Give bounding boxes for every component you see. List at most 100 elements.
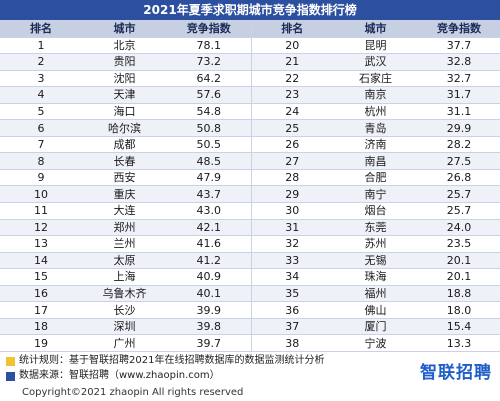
index-value-cell: 32.7 [418, 70, 500, 88]
rank-cell: 4 [0, 86, 82, 104]
index-value-cell: 23.5 [418, 235, 500, 253]
city-cell: 广州 [82, 334, 167, 352]
table-row: 2 贵阳 73.2 21 武汉 32.8 [0, 53, 500, 71]
index-value-cell: 47.9 [167, 169, 251, 187]
city-cell: 深圳 [82, 318, 167, 336]
rank-cell: 21 [250, 53, 333, 71]
table-row: 15 上海 40.9 34 珠海 20.1 [0, 268, 500, 286]
header-rank-right: 排名 [250, 20, 333, 38]
index-value-cell: 28.2 [418, 136, 500, 154]
city-cell: 重庆 [82, 185, 167, 203]
rank-cell: 11 [0, 202, 82, 220]
index-value-cell: 31.7 [418, 86, 500, 104]
index-value-cell: 54.8 [167, 103, 251, 121]
header-rank-left: 排名 [0, 20, 82, 38]
rank-cell: 37 [250, 318, 333, 336]
city-cell: 长春 [82, 152, 167, 170]
table-row: 1 北京 78.1 20 昆明 37.7 [0, 37, 500, 55]
city-cell: 西安 [82, 169, 167, 187]
city-cell: 成都 [82, 136, 167, 154]
index-value-cell: 50.5 [167, 136, 251, 154]
index-value-cell: 18.0 [418, 301, 500, 319]
stat-rule-text: 统计规则：基于智联招聘2021年在线招聘数据库的数据监测统计分析 [19, 355, 325, 366]
rank-cell: 30 [250, 202, 333, 220]
rank-cell: 38 [250, 334, 333, 352]
city-cell: 珠海 [333, 268, 418, 286]
table-row: 14 太原 41.2 33 无锡 20.1 [0, 252, 500, 270]
index-value-cell: 32.8 [418, 53, 500, 71]
ranking-table: 排名 城市 竞争指数 排名 城市 竞争指数 1 北京 78.1 20 昆明 37.7 2 贵阳… [0, 20, 500, 352]
rank-cell: 6 [0, 119, 82, 137]
index-value-cell: 37.7 [418, 37, 500, 55]
index-value-cell: 31.1 [418, 103, 500, 121]
city-cell: 苏州 [333, 235, 418, 253]
city-cell: 沈阳 [82, 70, 167, 88]
table-row: 6 哈尔滨 50.8 25 青岛 29.9 [0, 119, 500, 137]
city-cell: 福州 [333, 285, 418, 303]
index-value-cell: 43.0 [167, 202, 251, 220]
rank-cell: 13 [0, 235, 82, 253]
city-cell: 烟台 [333, 202, 418, 220]
rank-cell: 16 [0, 285, 82, 303]
city-cell: 郑州 [82, 219, 167, 237]
table-row: 10 重庆 43.7 29 南宁 25.7 [0, 185, 500, 203]
rank-cell: 32 [250, 235, 333, 253]
rank-cell: 8 [0, 152, 82, 170]
header-city-left: 城市 [82, 20, 167, 38]
index-value-cell: 39.7 [167, 334, 251, 352]
city-cell: 济南 [333, 136, 418, 154]
index-value-cell: 57.6 [167, 86, 251, 104]
index-value-cell: 50.8 [167, 119, 251, 137]
city-cell: 青岛 [333, 119, 418, 137]
index-value-cell: 40.1 [167, 285, 251, 303]
table-header-row: 排名 城市 竞争指数 排名 城市 竞争指数 [0, 20, 500, 38]
city-cell: 武汉 [333, 53, 418, 71]
table-row: 3 沈阳 64.2 22 石家庄 32.7 [0, 70, 500, 88]
header-index-left: 竞争指数 [167, 20, 251, 38]
rank-cell: 35 [250, 285, 333, 303]
city-cell: 大连 [82, 202, 167, 220]
header-index-right: 竞争指数 [418, 20, 500, 38]
rank-cell: 18 [0, 318, 82, 336]
blue-square-icon [6, 371, 15, 381]
city-cell: 东莞 [333, 219, 418, 237]
index-value-cell: 25.7 [418, 185, 500, 203]
rank-cell: 12 [0, 219, 82, 237]
city-cell: 南昌 [333, 152, 418, 170]
yellow-square-icon [6, 356, 15, 366]
city-cell: 太原 [82, 252, 167, 270]
index-value-cell: 39.8 [167, 318, 251, 336]
data-source-text: 数据来源：智联招聘（www.zhaopin.com） [19, 370, 220, 381]
rank-cell: 15 [0, 268, 82, 286]
city-cell: 合肥 [333, 169, 418, 187]
rank-cell: 33 [250, 252, 333, 270]
index-value-cell: 25.7 [418, 202, 500, 220]
table-row: 17 长沙 39.9 36 佛山 18.0 [0, 301, 500, 319]
copyright-text: Copyright©2021 zhaopin All rights reserv… [22, 387, 244, 398]
table-row: 19 广州 39.7 38 宁波 13.3 [0, 334, 500, 352]
stat-rule-note: 统计规则：基于智联招聘2021年在线招聘数据库的数据监测统计分析 [6, 354, 324, 368]
rank-cell: 19 [0, 334, 82, 352]
city-cell: 哈尔滨 [82, 119, 167, 137]
index-value-cell: 27.5 [418, 152, 500, 170]
city-cell: 贵阳 [82, 53, 167, 71]
table-row: 13 兰州 41.6 32 苏州 23.5 [0, 235, 500, 253]
city-cell: 宁波 [333, 334, 418, 352]
rank-cell: 7 [0, 136, 82, 154]
rank-cell: 24 [250, 103, 333, 121]
rank-cell: 36 [250, 301, 333, 319]
zhaopin-logo: 智联招聘 [420, 358, 492, 383]
rank-cell: 25 [250, 119, 333, 137]
rank-cell: 20 [250, 37, 333, 55]
index-value-cell: 29.9 [418, 119, 500, 137]
index-value-cell: 20.1 [418, 252, 500, 270]
logo-text: 智联招聘 [420, 362, 492, 383]
city-cell: 佛山 [333, 301, 418, 319]
rank-cell: 3 [0, 70, 82, 88]
table-row: 12 郑州 42.1 31 东莞 24.0 [0, 219, 500, 237]
table-row: 9 西安 47.9 28 合肥 26.8 [0, 169, 500, 187]
rank-cell: 28 [250, 169, 333, 187]
rank-cell: 1 [0, 37, 82, 55]
city-cell: 杭州 [333, 103, 418, 121]
index-value-cell: 41.2 [167, 252, 251, 270]
